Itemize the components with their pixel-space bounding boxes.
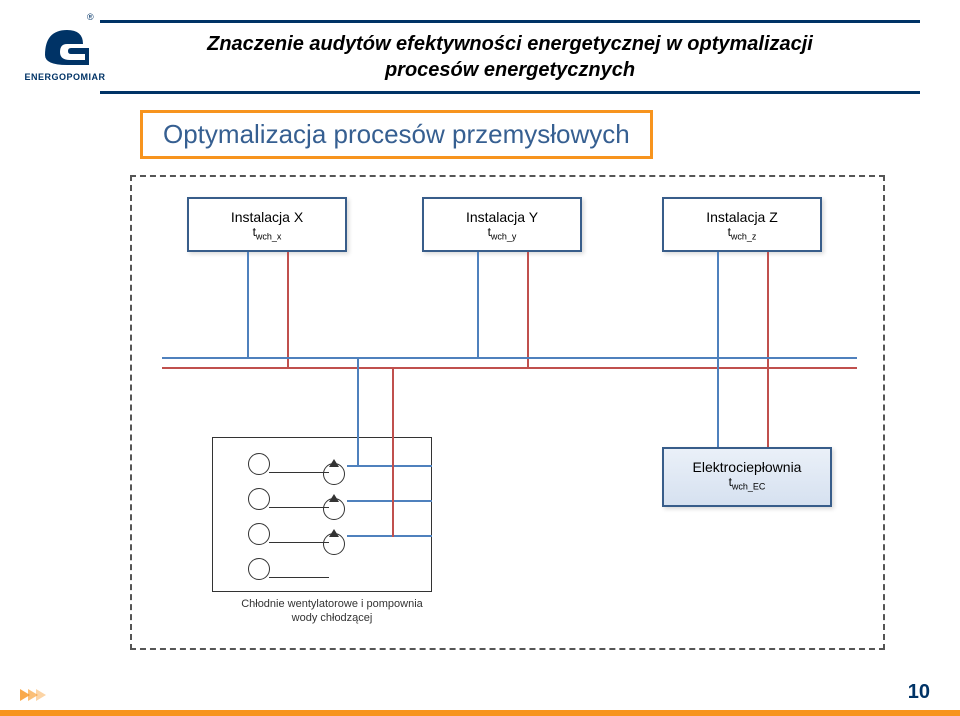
block-ec-sub: twch_EC (670, 475, 824, 491)
cooling-tower-icon (248, 523, 270, 545)
svg-text:®: ® (87, 12, 94, 22)
header-line-2: procesów energetycznych (120, 57, 900, 83)
conn-z-blue (717, 252, 719, 359)
conn-ec-red (767, 369, 769, 449)
block-ec-label: Elektrociepłownia (670, 459, 824, 475)
conn-z-red (767, 252, 769, 369)
cool-int-4 (269, 577, 329, 578)
cooling-tower-icon (248, 488, 270, 510)
block-z-label: Instalacja Z (670, 209, 814, 225)
block-instalacja-z: Instalacja Z twch_z (662, 197, 822, 252)
block-z-sub: twch_z (670, 225, 814, 241)
cooling-tower-icon (248, 558, 270, 580)
cool-int-1 (269, 472, 329, 473)
block-y-sub: twch_y (430, 225, 574, 241)
block-instalacja-y: Instalacja Y twch_y (422, 197, 582, 252)
page-number: 10 (908, 681, 930, 704)
process-diagram: Instalacja X twch_x Instalacja Y twch_y … (130, 175, 885, 650)
logo: ® ENERGOPOMIAR (20, 10, 110, 82)
cooling-manifold (392, 369, 394, 537)
main-line-red (162, 367, 857, 369)
logo-text: ENERGOPOMIAR (20, 72, 110, 82)
cooling-box (212, 437, 432, 592)
logo-icon: ® (35, 10, 95, 70)
footer-stripe (0, 710, 960, 716)
block-elektrocieplownia: Elektrociepłownia twch_EC (662, 447, 832, 507)
slide-subtitle: Optymalizacja procesów przemysłowych (140, 110, 653, 159)
block-y-label: Instalacja Y (430, 209, 574, 225)
cooling-line-2 (347, 500, 432, 502)
conn-ec-blue (717, 359, 719, 449)
pump-icon (323, 533, 345, 555)
block-x-label: Instalacja X (195, 209, 339, 225)
main-line-blue (162, 357, 857, 359)
pump-icon (323, 463, 345, 485)
cooling-line-3 (347, 535, 432, 537)
pump-icon (323, 498, 345, 520)
cooling-tower-icon (248, 453, 270, 475)
footer-arrows-icon (20, 688, 44, 706)
cooling-label: Chłodnie wentylatorowe i pompownia wody … (212, 597, 452, 626)
block-instalacja-x: Instalacja X twch_x (187, 197, 347, 252)
cooling-out-blue-1 (357, 359, 359, 465)
cooling-line-1 (347, 465, 432, 467)
conn-x-blue (247, 252, 249, 359)
cool-int-2 (269, 507, 329, 508)
conn-y-red (527, 252, 529, 369)
cool-int-3 (269, 542, 329, 543)
header-line-1: Znaczenie audytów efektywności energetyc… (120, 31, 900, 57)
block-x-sub: twch_x (195, 225, 339, 241)
conn-x-red (287, 252, 289, 369)
slide-header: Znaczenie audytów efektywności energetyc… (100, 20, 920, 94)
conn-y-blue (477, 252, 479, 359)
